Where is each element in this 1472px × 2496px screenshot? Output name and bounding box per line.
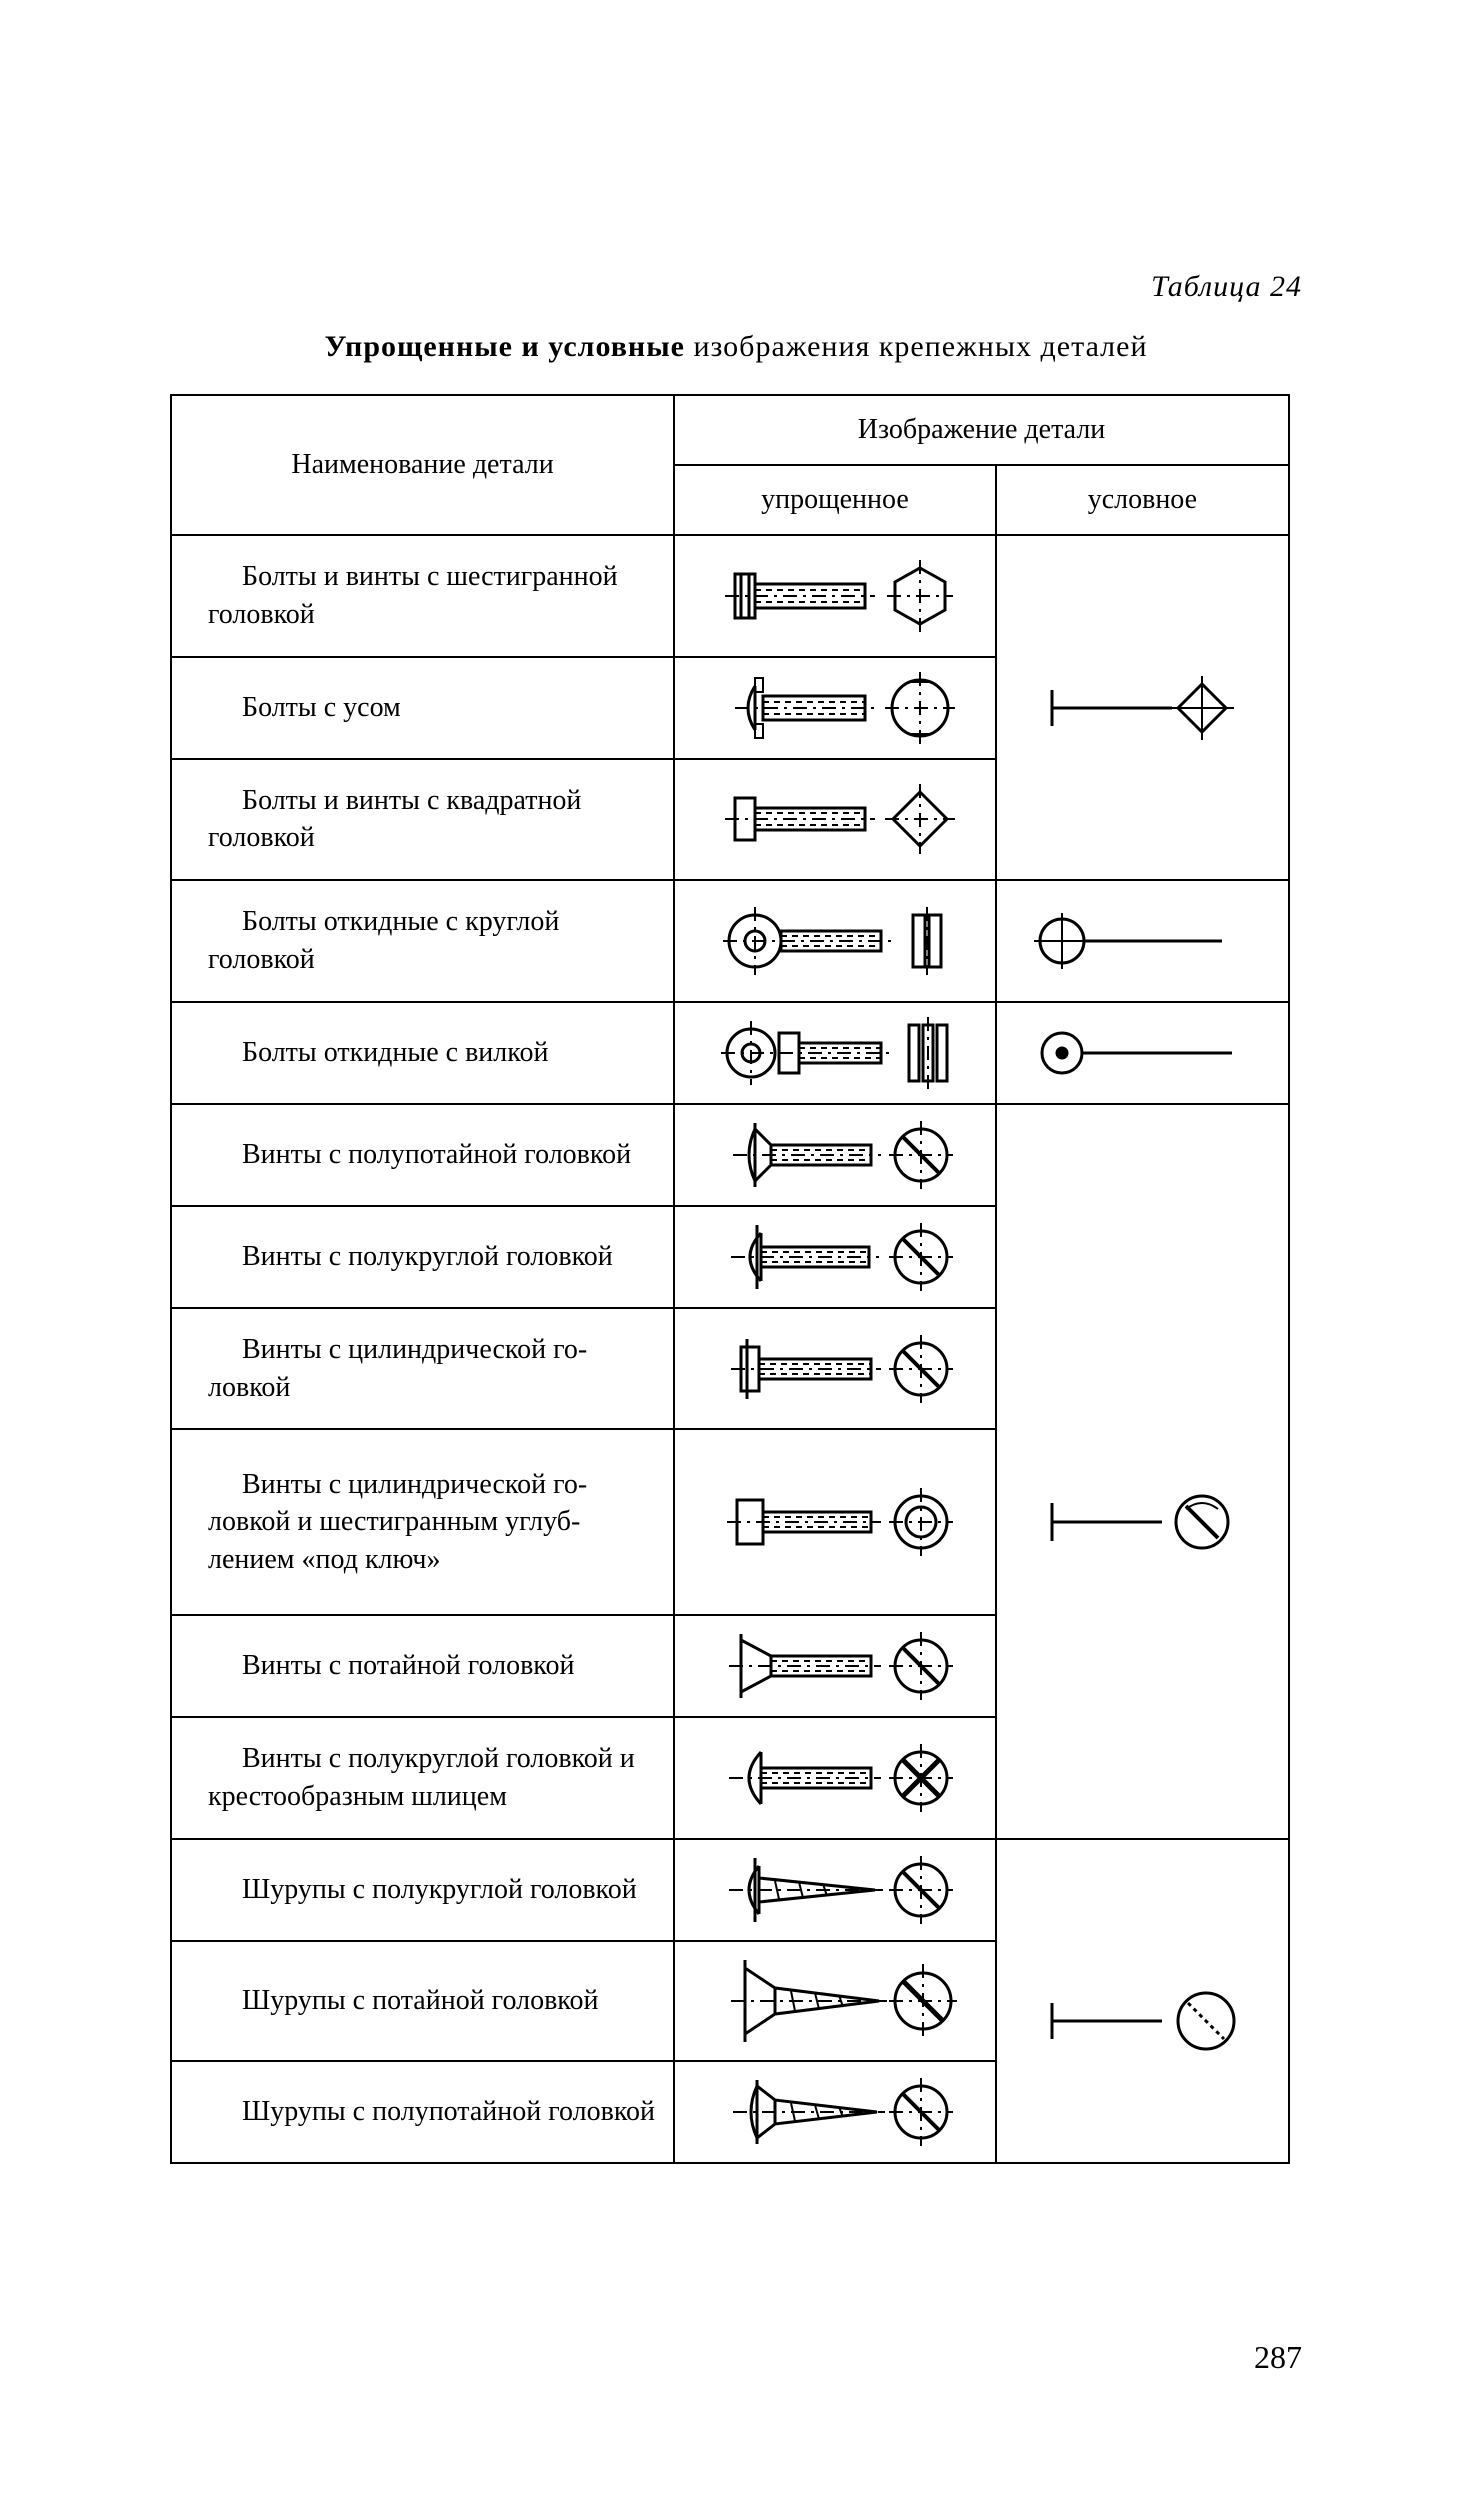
simplified-cell bbox=[674, 1615, 996, 1717]
simplified-cell bbox=[674, 535, 996, 657]
conventional-cell bbox=[996, 1002, 1289, 1104]
conventional-cell bbox=[996, 880, 1289, 1002]
table-row: Шурупы с потайной головкой bbox=[171, 1941, 1289, 2061]
wood-screw-conventional-icon bbox=[1022, 1941, 1262, 2061]
name-cell: Шурупы с полукруглой го­ловкой bbox=[171, 1839, 674, 1941]
header-simplified: упрощенное bbox=[674, 465, 996, 535]
simplified-cell bbox=[674, 1717, 996, 1839]
name-cell: Винты с полукруглой голов­кой и крестооб… bbox=[171, 1717, 674, 1839]
simplified-cell bbox=[674, 1002, 996, 1104]
conventional-cell bbox=[996, 1615, 1289, 1717]
name-cell: Болты откидные с вилкой bbox=[171, 1002, 674, 1104]
conventional-cell bbox=[996, 1429, 1289, 1615]
page: Таблица 24 Упрощенные и условные изображ… bbox=[0, 0, 1472, 2496]
name-cell: Болты откидные с круглой головкой bbox=[171, 880, 674, 1002]
conventional-cell bbox=[996, 1839, 1289, 1941]
name-cell: Винты с цилиндрической го­ловкой bbox=[171, 1308, 674, 1430]
whisker-bolt-simplified-icon bbox=[705, 658, 965, 758]
table-row: Винты с потайной головкой bbox=[171, 1615, 1289, 1717]
name-cell: Шурупы с потайной головкой bbox=[171, 1941, 674, 2061]
table-row: Болты с усом bbox=[171, 657, 1289, 759]
name-cell: Болты и винты с квадратной головкой bbox=[171, 759, 674, 881]
title: Упрощенные и условные изображения крепеж… bbox=[140, 330, 1332, 364]
fasteners-table: Наименование детали Изображение детали у… bbox=[170, 394, 1290, 2164]
page-number: 287 bbox=[1254, 2339, 1302, 2376]
square-bolt-simplified-icon bbox=[705, 774, 965, 864]
conventional-cell bbox=[996, 1717, 1289, 1839]
name-cell: Болты и винты с шестигран­ной головкой bbox=[171, 535, 674, 657]
name-cell: Болты с усом bbox=[171, 657, 674, 759]
conventional-cell bbox=[996, 1104, 1289, 1206]
wood-screw-raised-csk-simplified-icon bbox=[705, 2062, 965, 2162]
name-cell: Винты с полукруглой голов­кой bbox=[171, 1206, 674, 1308]
table-row: Шурупы с полупотайной го­ловкой bbox=[171, 2061, 1289, 2163]
table-row: Винты с полупотайной голов­кой bbox=[171, 1104, 1289, 1206]
eye-bolt-fork-simplified-icon bbox=[705, 1003, 965, 1103]
simplified-cell bbox=[674, 1206, 996, 1308]
header-image: Изображение детали bbox=[674, 395, 1289, 465]
wood-screw-csk-simplified-icon bbox=[705, 1946, 965, 2056]
simplified-cell bbox=[674, 1839, 996, 1941]
table-row: Болты откидные с круглой головкой bbox=[171, 880, 1289, 1002]
cyl-screw-simplified-icon bbox=[705, 1319, 965, 1419]
table-row: Болты и винты с квадратной головкой bbox=[171, 759, 1289, 881]
conventional-cell bbox=[996, 759, 1289, 881]
conventional-cell bbox=[996, 535, 1289, 657]
simplified-cell bbox=[674, 657, 996, 759]
eye-bolt-fork-conventional-icon bbox=[1022, 1013, 1262, 1093]
eye-bolt-round-simplified-icon bbox=[705, 891, 965, 991]
simplified-cell bbox=[674, 2061, 996, 2163]
raised-csk-screw-simplified-icon bbox=[705, 1105, 965, 1205]
conventional-cell bbox=[996, 2061, 1289, 2163]
table-row: Болты и винты с шестигран­ной головкой bbox=[171, 535, 1289, 657]
table-row: Винты с цилиндрической го­ловкой и шести… bbox=[171, 1429, 1289, 1615]
header-name: Наименование детали bbox=[171, 395, 674, 535]
simplified-cell bbox=[674, 1429, 996, 1615]
simplified-cell bbox=[674, 1941, 996, 2061]
simplified-cell bbox=[674, 1104, 996, 1206]
table-row: Шурупы с полукруглой го­ловкой bbox=[171, 1839, 1289, 1941]
bolt-conventional-icon bbox=[1022, 668, 1262, 748]
wood-screw-dome-simplified-icon bbox=[705, 1840, 965, 1940]
conventional-cell bbox=[996, 1941, 1289, 2061]
name-cell: Винты с потайной головкой bbox=[171, 1615, 674, 1717]
header-row-1: Наименование детали Изображение детали bbox=[171, 395, 1289, 465]
dome-screw-simplified-icon bbox=[705, 1207, 965, 1307]
table-row: Винты с полукруглой голов­кой bbox=[171, 1206, 1289, 1308]
table-row: Винты с цилиндрической го­ловкой bbox=[171, 1308, 1289, 1430]
title-bold: Упрощенные и условные bbox=[324, 330, 684, 363]
simplified-cell bbox=[674, 759, 996, 881]
header-conventional: условное bbox=[996, 465, 1289, 535]
conventional-cell bbox=[996, 657, 1289, 759]
name-cell: Винты с цилиндрической го­ловкой и шести… bbox=[171, 1429, 674, 1615]
table-number: Таблица 24 bbox=[1151, 270, 1302, 304]
eye-bolt-conventional-icon bbox=[1022, 901, 1262, 981]
conventional-cell bbox=[996, 1206, 1289, 1308]
table-row: Болты откидные с вилкой bbox=[171, 1002, 1289, 1104]
screw-conventional-icon bbox=[1022, 1477, 1262, 1567]
simplified-cell bbox=[674, 880, 996, 1002]
simplified-cell bbox=[674, 1308, 996, 1430]
title-rest: изображения крепежных деталей bbox=[685, 330, 1148, 363]
csk-screw-simplified-icon bbox=[705, 1616, 965, 1716]
name-cell: Шурупы с полупотайной го­ловкой bbox=[171, 2061, 674, 2163]
hex-socket-screw-simplified-icon bbox=[705, 1472, 965, 1572]
table-row: Винты с полукруглой голов­кой и крестооб… bbox=[171, 1717, 1289, 1839]
conventional-cell bbox=[996, 1308, 1289, 1430]
hex-bolt-simplified-icon bbox=[705, 546, 965, 646]
phillips-screw-simplified-icon bbox=[705, 1728, 965, 1828]
name-cell: Винты с полупотайной голов­кой bbox=[171, 1104, 674, 1206]
